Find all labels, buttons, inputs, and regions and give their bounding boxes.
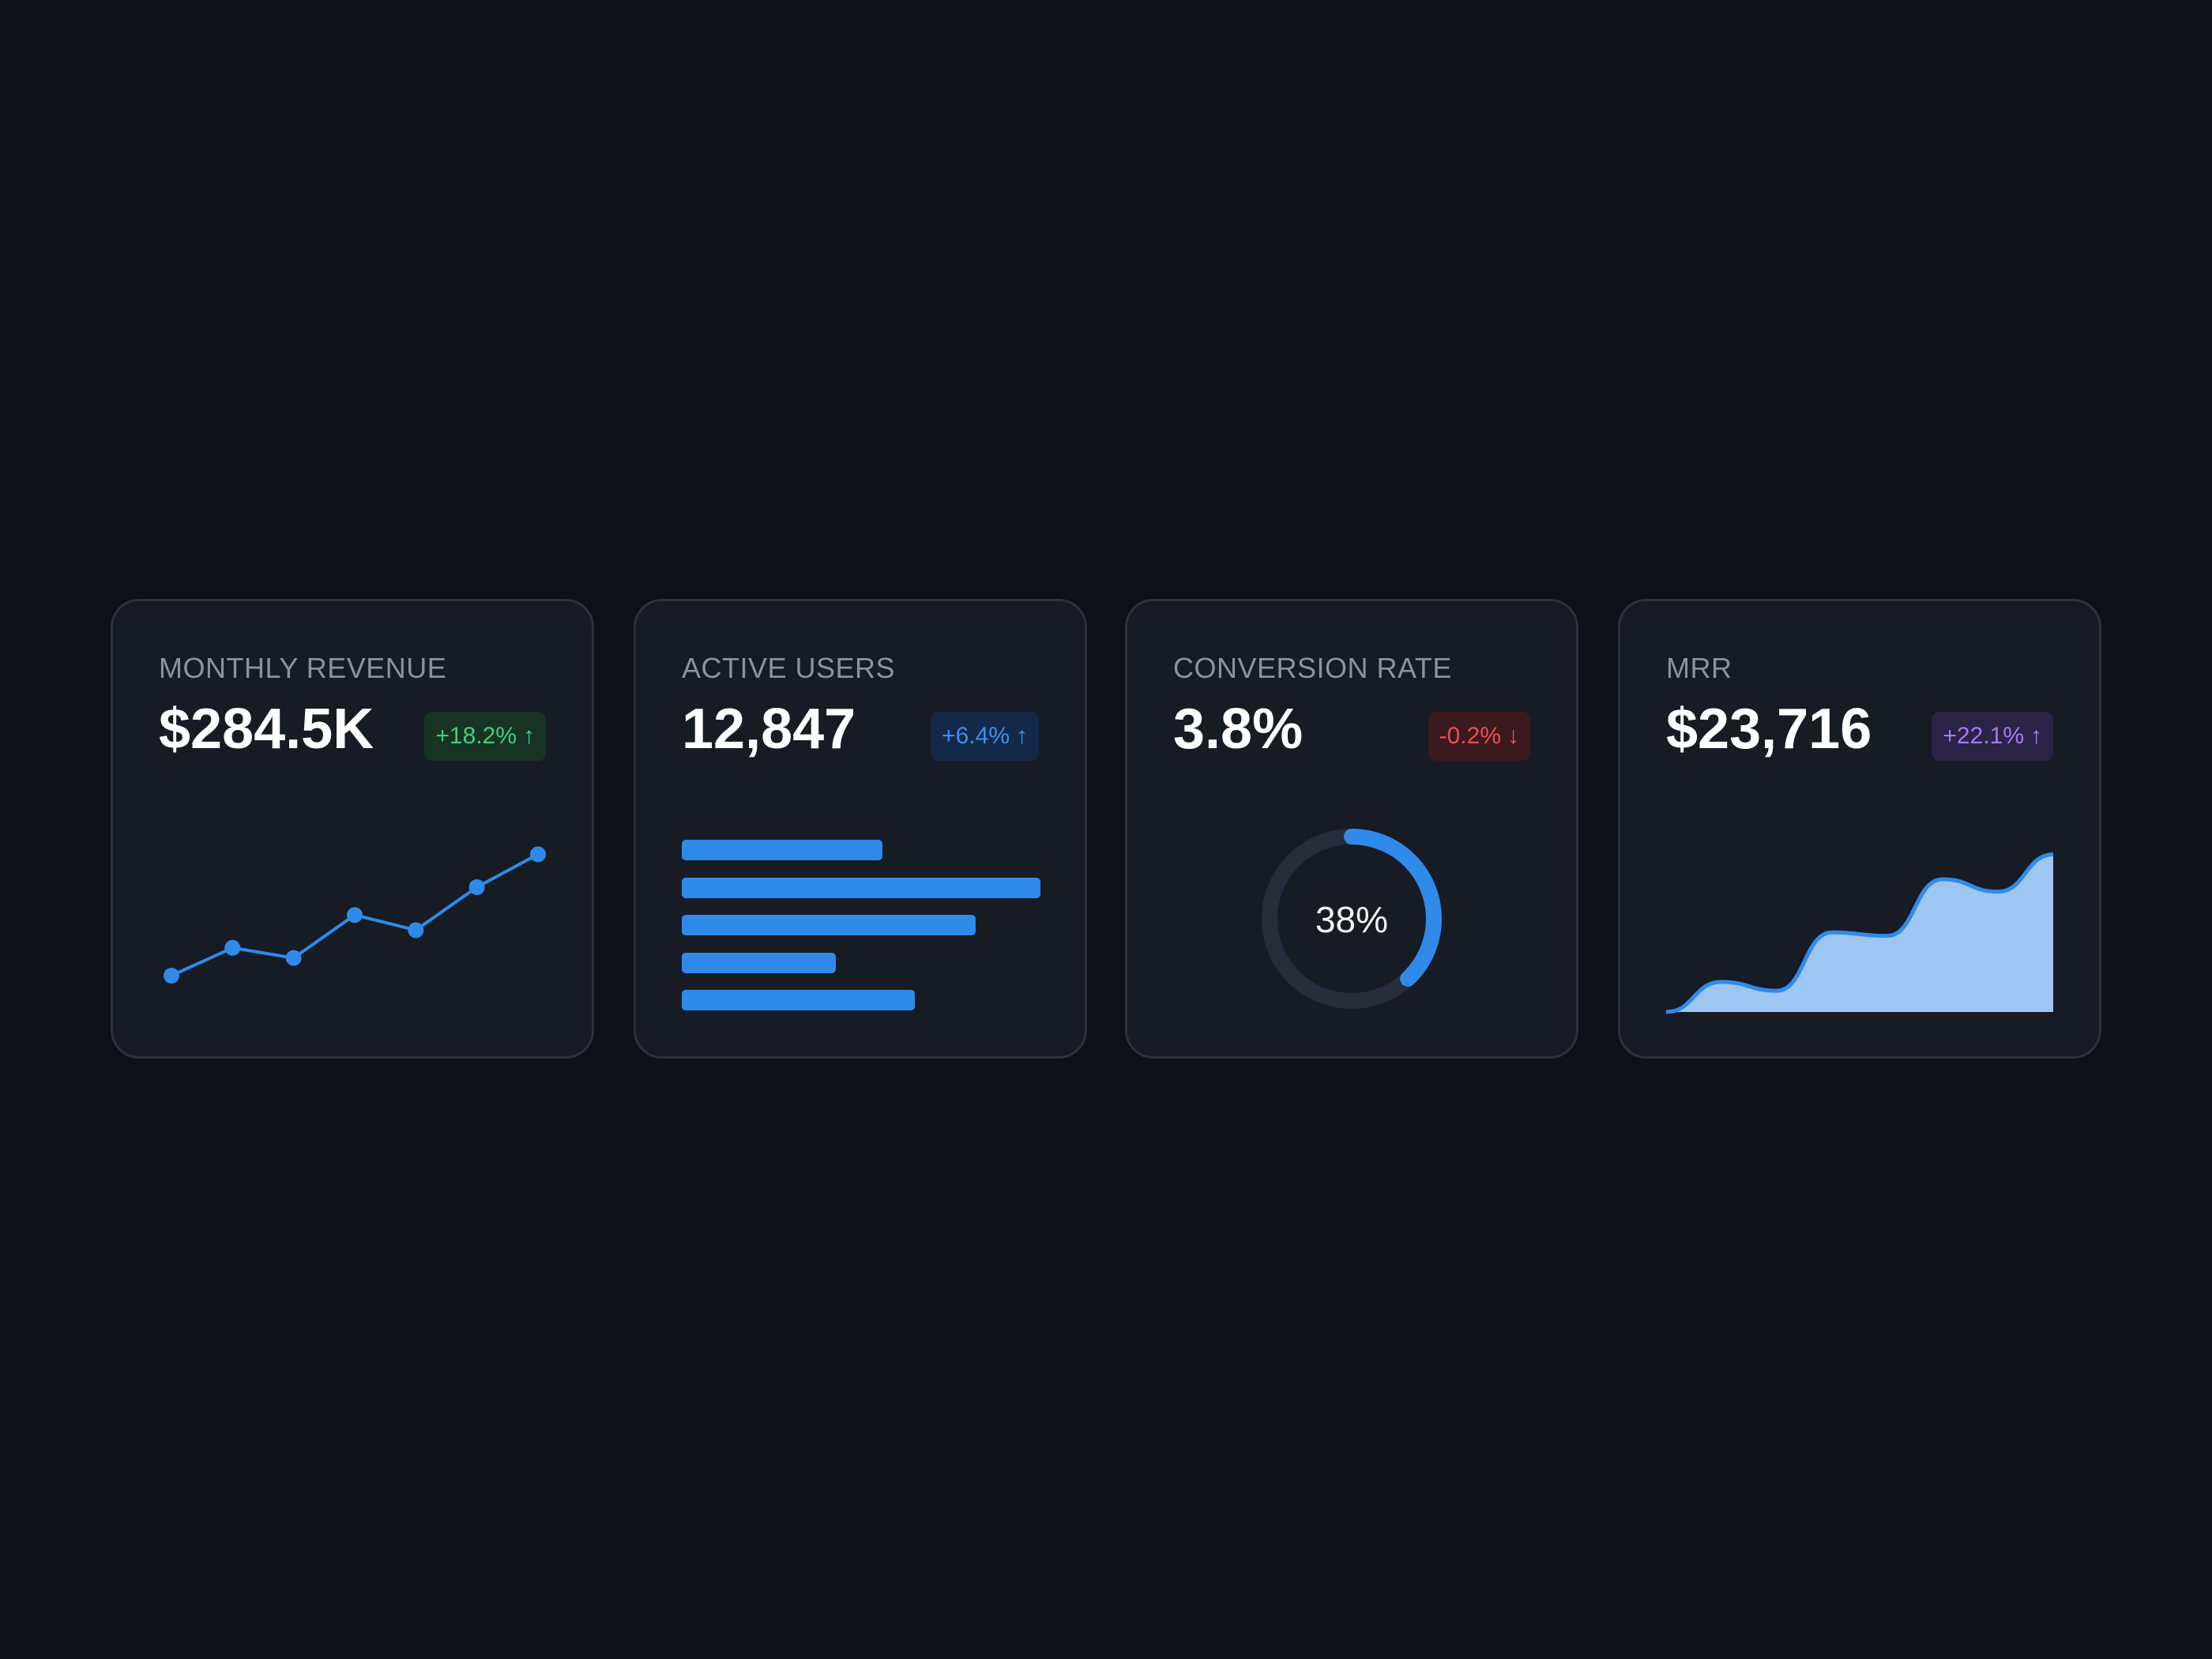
data-point	[530, 846, 546, 863]
conversion-donut-chart	[1262, 829, 1442, 1009]
donut-slice	[1262, 829, 1442, 1009]
data-point	[164, 968, 179, 984]
card-title: MRR	[1666, 652, 1732, 684]
data-point	[285, 950, 302, 966]
data-point	[468, 879, 485, 895]
mrr-card[interactable]: MRR $23,716 +22.1% ↑	[1618, 599, 2101, 1059]
bar	[682, 840, 883, 860]
monthly-revenue-card[interactable]: MONTHLY REVENUE $284.5K +18.2% ↑	[111, 599, 594, 1059]
change-value: +22.1%	[1943, 723, 2024, 749]
change-value: +6.4%	[942, 723, 1010, 749]
series-line	[1665, 852, 2054, 1014]
bar	[682, 952, 837, 973]
card-title: ACTIVE USERS	[682, 652, 896, 684]
change-badge: -0.2% ↓	[1428, 712, 1530, 761]
arrow-down-icon: ↓	[1507, 723, 1519, 749]
card-value: $284.5K	[159, 698, 374, 761]
active-users-card[interactable]: ACTIVE USERS 12,847 +6.4% ↑	[634, 599, 1087, 1059]
arrow-up-icon: ↑	[1016, 723, 1028, 749]
conversion-rate-card[interactable]: CONVERSION RATE 3.8% -0.2% ↓ 38%	[1125, 599, 1578, 1059]
change-badge: +22.1% ↑	[1932, 712, 2053, 761]
change-badge: +18.2% ↑	[424, 712, 546, 761]
donut-center-label: 38%	[1315, 899, 1389, 940]
card-title: CONVERSION RATE	[1173, 652, 1452, 684]
bar	[682, 915, 976, 935]
mrr-area-chart	[1665, 852, 2054, 1014]
change-badge: +6.4% ↑	[931, 712, 1039, 761]
data-point	[224, 939, 241, 956]
bar	[682, 877, 1040, 898]
data-point	[347, 907, 363, 924]
card-value: 12,847	[682, 698, 856, 761]
card-value: 3.8%	[1173, 698, 1304, 761]
arrow-up-icon: ↑	[523, 723, 535, 749]
change-value: -0.2%	[1439, 723, 1501, 749]
card-value: $23,716	[1666, 698, 1872, 761]
data-point	[408, 922, 424, 939]
change-value: +18.2%	[435, 723, 517, 749]
revenue-line-chart	[164, 846, 546, 984]
arrow-up-icon: ↑	[2030, 723, 2042, 749]
bar	[682, 990, 916, 1010]
area-fill	[1666, 854, 2053, 1012]
card-title: MONTHLY REVENUE	[159, 652, 447, 684]
